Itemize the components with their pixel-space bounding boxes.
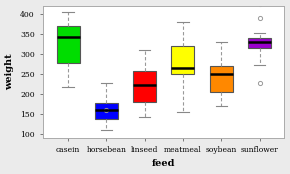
X-axis label: feed: feed [152, 159, 175, 168]
PathPatch shape [133, 71, 156, 102]
Y-axis label: weight: weight [6, 53, 14, 90]
PathPatch shape [248, 38, 271, 48]
PathPatch shape [95, 103, 118, 119]
PathPatch shape [57, 26, 79, 63]
PathPatch shape [210, 66, 233, 92]
PathPatch shape [171, 46, 195, 74]
